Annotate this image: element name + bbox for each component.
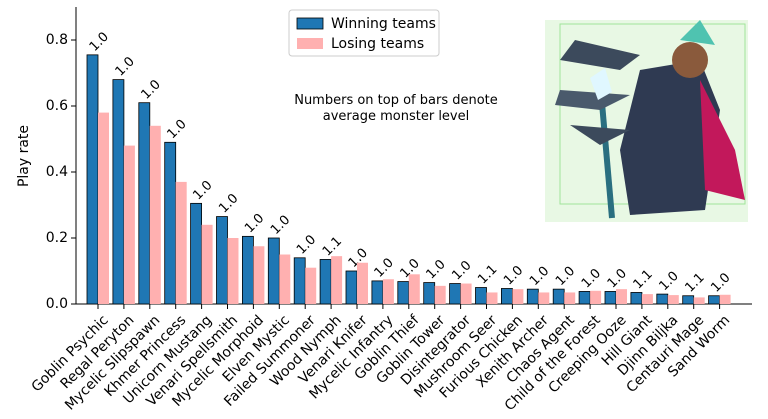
legend-swatch xyxy=(297,38,323,49)
level-label: 1.0 xyxy=(553,264,578,289)
bar xyxy=(475,287,487,305)
bar xyxy=(164,141,177,305)
bar xyxy=(201,224,213,304)
bar xyxy=(708,295,720,305)
level-label: 1.0 xyxy=(242,211,267,236)
bar xyxy=(305,267,317,304)
y-tick-label: 0.2 xyxy=(46,230,68,246)
bar xyxy=(397,281,410,305)
bar xyxy=(241,235,254,305)
y-tick-label: 0.6 xyxy=(46,98,68,114)
bar xyxy=(98,112,109,304)
level-label: 1.0 xyxy=(294,232,319,257)
bar xyxy=(190,202,203,305)
bar xyxy=(486,292,498,304)
bar xyxy=(460,283,472,304)
bar xyxy=(86,54,99,305)
level-label: 1.0 xyxy=(579,266,604,291)
bar xyxy=(331,256,343,304)
bar xyxy=(293,257,306,305)
bar xyxy=(149,125,161,304)
level-label: 1.0 xyxy=(190,178,215,203)
bar xyxy=(616,289,627,304)
legend-swatch xyxy=(296,17,324,30)
bar xyxy=(552,288,565,305)
bar xyxy=(319,259,332,305)
bar xyxy=(641,294,653,304)
y-tick-label: 0.8 xyxy=(46,32,68,48)
bar xyxy=(630,292,643,305)
bar xyxy=(357,262,368,304)
bar xyxy=(345,270,358,305)
level-label: 1.0 xyxy=(605,266,630,291)
bar xyxy=(578,291,591,305)
level-label: 1.0 xyxy=(372,255,397,280)
bar xyxy=(693,297,705,304)
level-label: 1.0 xyxy=(449,258,474,283)
bar xyxy=(175,181,187,304)
level-label: 1.0 xyxy=(139,77,164,102)
bar xyxy=(253,246,265,304)
y-tick-label: 0.4 xyxy=(46,164,68,180)
level-label: 1.0 xyxy=(268,213,293,238)
annotation-line: average monster level xyxy=(323,109,469,124)
bar xyxy=(123,145,135,304)
bar xyxy=(138,102,151,305)
level-label: 1.0 xyxy=(423,257,448,282)
bar xyxy=(227,238,239,304)
level-label: 1.1 xyxy=(475,262,500,287)
annotation-line: Numbers on top of bars denote xyxy=(294,93,498,108)
level-label: 1.0 xyxy=(87,29,112,54)
legend-label: Losing teams xyxy=(331,36,424,52)
bar xyxy=(512,289,524,304)
level-label: 1.0 xyxy=(501,263,526,288)
level-label: 1.0 xyxy=(164,117,189,142)
level-label: 1.1 xyxy=(682,270,707,295)
bar xyxy=(526,288,539,305)
level-label: 1.0 xyxy=(113,54,138,79)
bar xyxy=(371,280,384,305)
y-axis-label: Play rate xyxy=(16,125,32,187)
bar xyxy=(408,274,420,304)
annotation: Numbers on top of bars denote average mon… xyxy=(294,93,498,124)
bar xyxy=(434,285,446,304)
bar xyxy=(667,295,679,304)
bar xyxy=(112,79,125,305)
bar xyxy=(719,294,731,304)
bar xyxy=(382,279,394,304)
level-label: 1.0 xyxy=(708,270,733,295)
legend-frame xyxy=(288,9,440,57)
bar xyxy=(423,282,436,305)
y-tick-label: 0.0 xyxy=(46,296,68,312)
legend-label: Winning teams xyxy=(331,16,436,32)
bar xyxy=(216,216,228,305)
bar xyxy=(538,292,550,304)
illustration xyxy=(545,20,748,222)
bar xyxy=(656,293,669,305)
bar xyxy=(500,288,513,305)
bar xyxy=(590,290,602,304)
bar xyxy=(604,291,617,305)
bar xyxy=(279,254,291,304)
bar xyxy=(449,283,462,305)
bar xyxy=(564,292,576,304)
level-label: 1.0 xyxy=(527,264,552,289)
level-label: 1.0 xyxy=(657,269,682,294)
legend: Winning teams Losing teams xyxy=(288,9,440,57)
bar xyxy=(682,295,695,305)
bar xyxy=(267,237,280,305)
level-label: 1.1 xyxy=(631,267,656,292)
level-label: 1.0 xyxy=(216,191,241,216)
level-label: 1.1 xyxy=(320,234,345,259)
